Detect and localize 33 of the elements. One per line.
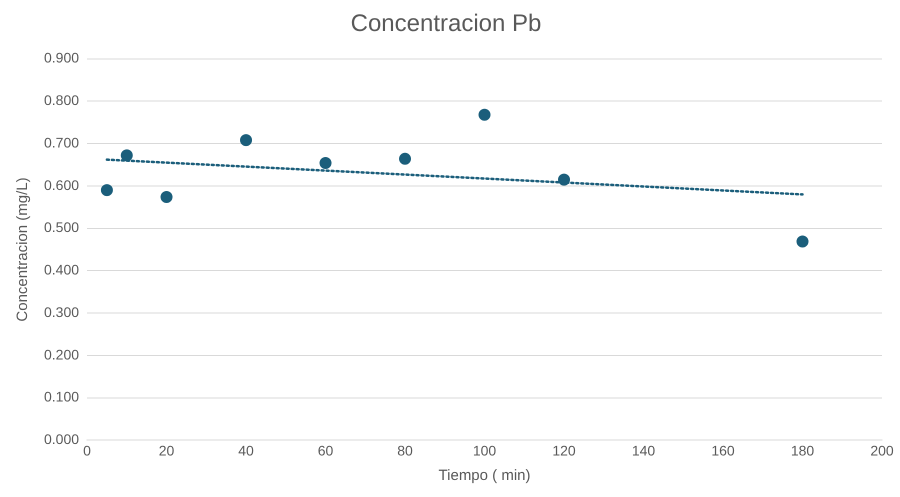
point	[120, 149, 133, 162]
y-tick-label: 0.000	[44, 431, 80, 448]
y-tick-label: 0.600	[44, 176, 80, 193]
y-axis-title: Concentracion (mg/L)	[14, 177, 32, 322]
y-tick-label: 0.500	[44, 219, 80, 236]
point	[100, 184, 113, 196]
y-tick-label: 0.400	[44, 262, 80, 278]
y-tick-label: 0.800	[44, 92, 80, 108]
x-axis-title: Tiempo ( min)	[438, 467, 530, 484]
chart-title: Concentracion Pb	[350, 10, 542, 38]
x-tick-label: 140	[632, 442, 656, 458]
point	[796, 235, 809, 248]
x-tick-label: 160	[711, 442, 735, 458]
x-tick-label: 80	[397, 442, 414, 458]
y-tick-label: 0.300	[44, 304, 80, 320]
point	[478, 108, 491, 121]
x-tick-label: 120	[552, 442, 576, 458]
x-tick-label: 40	[238, 442, 254, 458]
point	[160, 190, 173, 203]
x-tick-label: 0	[83, 442, 92, 458]
point	[320, 157, 332, 170]
y-tick-label: 0.900	[44, 50, 80, 66]
x-tick-label: 20	[158, 442, 175, 458]
x-tick-label: 100	[472, 442, 496, 458]
point	[558, 174, 570, 186]
y-tick-label: 0.100	[44, 388, 80, 405]
x-tick-label: 200	[870, 442, 894, 458]
y-tick-label: 0.700	[44, 134, 80, 150]
y-tick-label: 0.200	[44, 346, 80, 362]
x-tick-label: 180	[790, 442, 814, 458]
x-tick-label: 60	[318, 442, 334, 458]
point	[399, 152, 412, 165]
point	[240, 134, 252, 146]
